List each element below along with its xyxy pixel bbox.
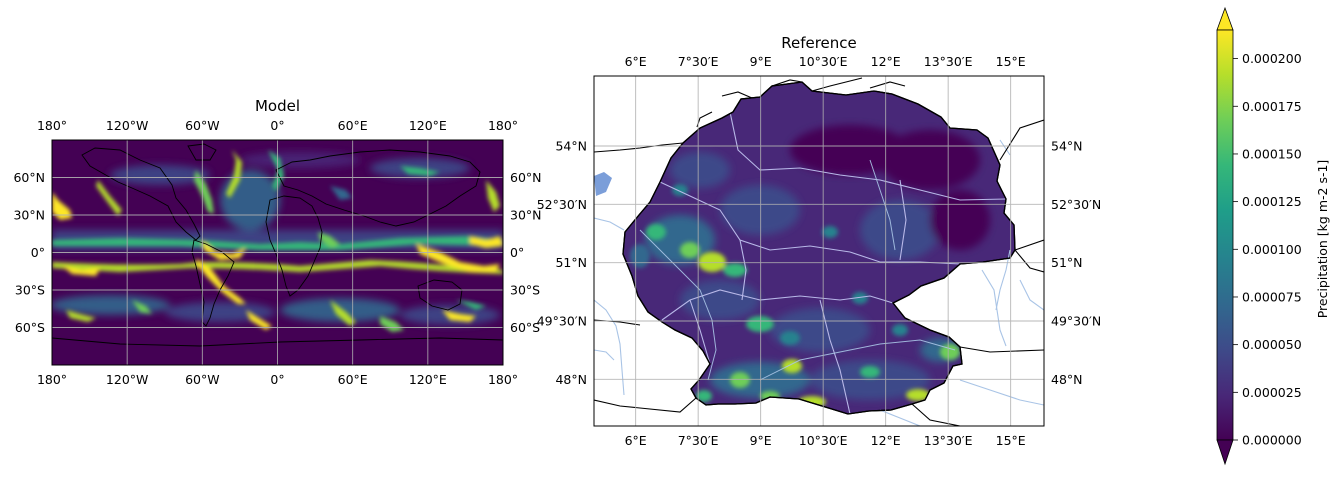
colorbar-tick-label: 0.000150 (1242, 146, 1302, 161)
reference-y-tick-right: 49°30′N (1051, 314, 1101, 329)
model-x-tick-top: 60°E (338, 118, 368, 133)
reference-x-tick-top: 7°30′E (678, 54, 719, 69)
model-y-ticks-right: 60°N 30°N 0° 30°S 60°S (510, 170, 542, 335)
model-y-tick-right: 60°S (510, 320, 540, 335)
model-title: Model (255, 97, 300, 115)
reference-y-tick-left: 48°N (555, 372, 587, 387)
model-x-tick-bottom: 120°W (106, 372, 148, 387)
reference-frame (593, 75, 1045, 427)
model-y-tick-left: 60°S (15, 320, 45, 335)
model-y-tick-left: 0° (31, 245, 45, 260)
reference-map: Reference (537, 34, 1102, 448)
reference-x-tick-top: 6°E (625, 54, 647, 69)
model-y-tick-left: 30°S (15, 283, 45, 298)
germany-outline (622, 81, 1016, 415)
model-map: Model (13, 97, 541, 387)
colorbar-extend-max (1216, 6, 1234, 31)
model-x-tick-top: 180° (37, 118, 67, 133)
reference-x-tick-bottom: 9°E (750, 433, 772, 448)
model-x-tick-top: 0° (270, 118, 284, 133)
colorbar-label: Precipitation [kg m-2 s-1] (1315, 160, 1330, 319)
model-y-tick-left: 30°N (13, 208, 45, 223)
colorbar-tick-label: 0.000100 (1242, 242, 1302, 257)
reference-y-tick-right: 52°30′N (1051, 197, 1101, 212)
model-gridlines (52, 140, 503, 365)
reference-x-tick-bottom: 13°30′E (924, 433, 973, 448)
model-y-tick-right: 30°N (510, 208, 542, 223)
model-x-tick-bottom: 60°E (338, 372, 368, 387)
colorbar-tick-label: 0.000025 (1242, 385, 1302, 400)
model-y-tick-right: 0° (510, 245, 524, 260)
colorbar-ticks: 0.000000 0.000025 0.000050 0.000075 0.000100… (1233, 51, 1302, 448)
reference-title: Reference (781, 34, 857, 52)
model-x-tick-top: 180° (488, 118, 518, 133)
model-x-tick-top: 60°W (185, 118, 220, 133)
reference-x-tick-bottom: 7°30′E (678, 433, 719, 448)
reference-y-tick-left: 52°30′N (537, 197, 587, 212)
model-frame (51, 139, 504, 366)
colorbar-tick-label: 0.000175 (1242, 99, 1302, 114)
model-x-tick-bottom: 60°W (185, 372, 220, 387)
colorbar-tick-label: 0.000075 (1242, 289, 1302, 304)
model-field (52, 140, 503, 365)
reference-y-tick-left: 51°N (555, 255, 587, 270)
reference-y-tick-left: 49°30′N (537, 314, 587, 329)
colorbar-gradient (1216, 29, 1234, 441)
reference-borders (594, 77, 1044, 426)
colorbar-tick-label: 0.000200 (1242, 51, 1302, 66)
reference-x-tick-bottom: 12°E (871, 433, 901, 448)
reference-y-ticks-left: 54°N 52°30′N 51°N 49°30′N 48°N (537, 139, 587, 387)
model-x-tick-top: 120°E (409, 118, 447, 133)
colorbar-tick-label: 0.000000 (1242, 433, 1302, 448)
reference-x-tick-top: 10°30′E (799, 54, 848, 69)
reference-y-tick-right: 48°N (1051, 372, 1083, 387)
reference-x-tick-bottom: 6°E (625, 433, 647, 448)
model-x-tick-bottom: 0° (270, 372, 284, 387)
model-x-tick-bottom: 120°E (409, 372, 447, 387)
model-x-tick-bottom: 180° (488, 372, 518, 387)
reference-x-tick-top: 13°30′E (924, 54, 973, 69)
reference-x-tick-top: 15°E (996, 54, 1026, 69)
colorbar-tick-label: 0.000050 (1242, 337, 1302, 352)
reference-y-ticks-right: 54°N 52°30′N 51°N 49°30′N 48°N (1051, 139, 1101, 387)
reference-x-ticks-top: 6°E 7°30′E 9°E 10°30′E 12°E 13°30′E 15°E (625, 54, 1026, 69)
model-y-tick-right: 30°S (510, 283, 540, 298)
model-x-ticks-bottom: 180° 120°W 60°W 0° 60°E 120°E 180° (37, 372, 518, 387)
reference-x-tick-top: 9°E (750, 54, 772, 69)
reference-rivers (594, 139, 1044, 426)
model-x-ticks-top: 180° 120°W 60°W 0° 60°E 120°E 180° (37, 118, 518, 133)
reference-x-tick-bottom: 15°E (996, 433, 1026, 448)
colorbar-tick-label: 0.000125 (1242, 194, 1302, 209)
model-x-tick-top: 120°W (106, 118, 148, 133)
model-y-ticks-left: 60°N 30°N 0° 30°S 60°S (13, 170, 45, 335)
reference-x-tick-top: 12°E (871, 54, 901, 69)
reference-y-tick-right: 54°N (1051, 139, 1083, 154)
reference-x-tick-bottom: 10°30′E (799, 433, 848, 448)
model-y-tick-right: 60°N (510, 170, 542, 185)
reference-lake (594, 172, 612, 196)
model-coastlines (52, 143, 503, 347)
colorbar-extend-min (1216, 439, 1234, 466)
model-x-tick-bottom: 180° (37, 372, 67, 387)
reference-x-ticks-bottom: 6°E 7°30′E 9°E 10°30′E 12°E 13°30′E 15°E (625, 433, 1026, 448)
reference-state-borders (659, 111, 1007, 414)
model-y-tick-left: 60°N (13, 170, 45, 185)
reference-y-tick-left: 54°N (555, 139, 587, 154)
reference-gridlines (594, 76, 1044, 426)
colorbar: 0.000000 0.000025 0.000050 0.000075 0.000100… (1216, 6, 1330, 466)
reference-y-tick-right: 51°N (1051, 255, 1083, 270)
